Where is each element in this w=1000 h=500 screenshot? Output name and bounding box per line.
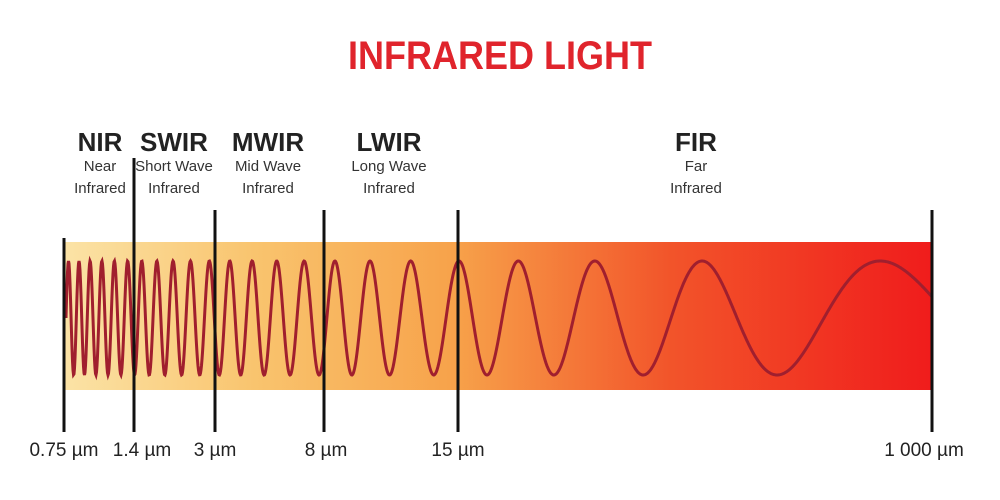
boundary-label-3: 8 µm (304, 440, 348, 461)
band-name-line2: Infrared (670, 180, 722, 197)
band-mwir: MWIR Mid Wave Infrared (198, 128, 338, 200)
band-name-line2: Infrared (74, 180, 126, 197)
page-title: INFRARED LIGHT (347, 34, 652, 78)
band-lwir: LWIR Long Wave Infrared (319, 128, 459, 200)
band-nir: NIR Near Infrared (30, 128, 170, 200)
band-name-line2: Infrared (242, 180, 294, 197)
boundary-label-4: 15 µm (431, 440, 485, 461)
boundary-label-5: 1 000 µm (884, 440, 964, 461)
band-name-line1: Near (83, 158, 117, 175)
band-name-line2: Infrared (148, 180, 200, 197)
band-name-line1: Mid Wave (234, 158, 302, 175)
band-abbr: MWIR (231, 127, 305, 157)
band-name-line1: Far (684, 158, 708, 175)
boundary-label-0: 0.75 µm (29, 440, 99, 461)
boundary-lines (62, 158, 934, 432)
boundary-label-2: 3 µm (193, 440, 237, 461)
band-name-line2: Infrared (363, 180, 415, 197)
band-swir: SWIR Short Wave Infrared (104, 128, 244, 200)
band-abbr: LWIR (356, 127, 422, 157)
band-name-line1: Long Wave (351, 158, 427, 175)
band-abbr: NIR (77, 127, 123, 157)
band-abbr: FIR (675, 127, 717, 157)
wave-line (64, 255, 934, 381)
band-abbr: SWIR (140, 127, 208, 157)
band-name-line1: Short Wave (135, 158, 213, 175)
boundary-label-1: 1.4 µm (112, 440, 172, 461)
band-fir: FIR Far Infrared (626, 128, 766, 200)
